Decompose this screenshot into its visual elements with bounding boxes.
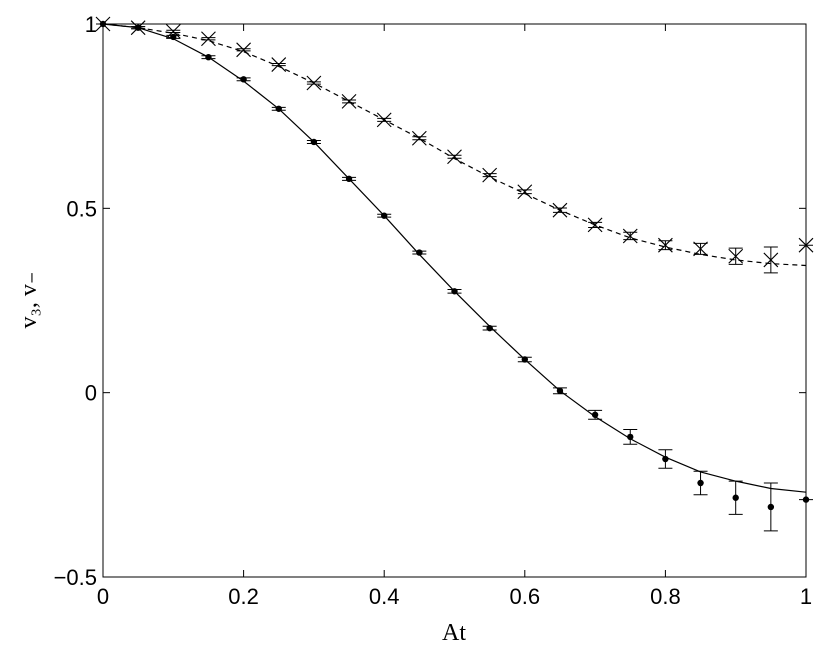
y-tick-label: −0.5 — [54, 565, 97, 590]
point — [341, 94, 357, 109]
point — [482, 167, 498, 183]
x-tick-label: 1 — [800, 584, 812, 609]
point — [411, 130, 427, 146]
point — [236, 42, 251, 58]
point — [658, 237, 673, 253]
x-tick-label: 0.8 — [650, 584, 681, 609]
x-tick-label: 0 — [97, 584, 109, 609]
y-axis-label: v₃, v₋ — [16, 271, 42, 328]
y-tick-label: 0.5 — [66, 196, 97, 221]
point — [240, 76, 247, 83]
point — [798, 237, 814, 253]
point — [802, 496, 810, 503]
x-axis-label: At — [442, 620, 466, 646]
point — [271, 57, 287, 72]
point — [447, 149, 462, 165]
fit-line — [102, 23, 807, 267]
point — [627, 433, 634, 441]
point — [697, 479, 704, 487]
y-tick-label: 1 — [85, 12, 97, 37]
x-tick-label: 0.6 — [510, 584, 541, 609]
point — [732, 494, 739, 501]
fit-line — [102, 23, 807, 493]
point — [201, 31, 216, 47]
point — [486, 324, 493, 332]
point — [767, 503, 775, 511]
point — [763, 252, 779, 268]
point — [416, 249, 423, 256]
plot-frame — [102, 23, 807, 578]
point — [591, 411, 599, 418]
point — [517, 184, 533, 200]
x-tick-label: 0.2 — [228, 584, 259, 609]
y-tick-label: 0 — [85, 381, 97, 406]
point — [622, 228, 638, 244]
point — [165, 23, 181, 39]
x-tick-label: 0.4 — [369, 584, 400, 609]
